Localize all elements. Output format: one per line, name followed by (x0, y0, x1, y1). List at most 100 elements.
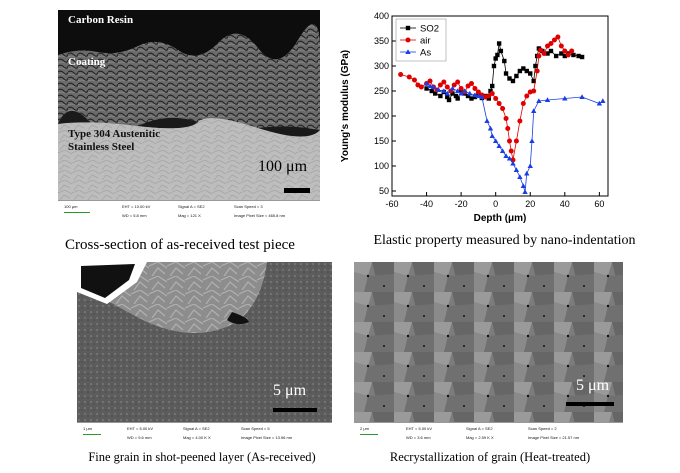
data-point (533, 63, 538, 69)
data-point (513, 167, 520, 172)
data-point (499, 148, 506, 153)
y-tick-label: 50 (379, 186, 389, 196)
databar-scan: Scan Speed = 3 (234, 204, 263, 209)
data-point (451, 82, 457, 88)
legend-marker (405, 25, 411, 31)
databar-scale-line (64, 212, 90, 213)
data-point (424, 86, 429, 91)
data-point (486, 93, 492, 99)
data-point (553, 53, 559, 59)
data-point (489, 91, 495, 96)
data-point (521, 66, 526, 71)
chart-caption: Elastic property measured by nano-indent… (373, 233, 636, 248)
data-point (513, 138, 519, 144)
data-point (531, 78, 536, 84)
scale-bar (284, 188, 310, 193)
data-point (411, 77, 417, 83)
sem-databar: 1 μm EHT = 5.00 kV WD = 9.6 mm Signal A … (77, 422, 332, 445)
data-point (571, 52, 576, 58)
databar-scale-line (360, 434, 378, 435)
data-point (453, 93, 459, 99)
data-point (576, 53, 581, 59)
data-point (418, 84, 424, 90)
data-point (510, 78, 516, 84)
databar-eht: EHT = 5.00 kV (127, 426, 154, 431)
data-point (406, 74, 412, 80)
data-point (472, 92, 478, 97)
y-tick-label: 150 (374, 136, 389, 146)
data-point (446, 97, 452, 103)
data-point (475, 93, 482, 98)
sem-databar: 2 μm EHT = 5.00 kV WD = 3.6 mm Signal A … (354, 422, 623, 445)
data-point (548, 41, 554, 46)
data-point (461, 88, 468, 93)
data-point (435, 87, 442, 92)
data-point (520, 101, 526, 106)
data-point (498, 48, 504, 54)
data-point (503, 71, 509, 76)
cross-section-caption: Cross-section of as-received test piece (65, 237, 295, 253)
databar-scan: Scan Speed = 2 (528, 426, 557, 431)
carbon-resin-label: Carbon Resin (68, 14, 134, 26)
series-line (426, 83, 604, 193)
x-axis-label: Depth (μm) (474, 213, 527, 224)
y-tick-label: 250 (374, 86, 389, 96)
x-tick-label: -60 (385, 199, 398, 209)
data-point (437, 82, 443, 88)
data-point (472, 86, 478, 91)
y-tick-label: 100 (374, 161, 389, 171)
x-tick-label: -20 (455, 199, 468, 209)
data-point (487, 125, 494, 131)
data-point (579, 54, 585, 60)
data-point (503, 116, 509, 121)
data-point (559, 51, 564, 56)
data-point (507, 76, 512, 81)
data-point (541, 51, 547, 56)
y-tick-label: 400 (374, 11, 389, 21)
data-point (455, 79, 461, 85)
steel-label-line2: Stainless Steel (68, 141, 135, 153)
data-point (489, 133, 495, 138)
data-point (465, 83, 471, 89)
x-tick-label: 60 (594, 199, 604, 209)
steel-label-line1: Type 304 Austenitic (68, 128, 161, 140)
databar-eht: EHT = 10.00 kV (122, 204, 151, 209)
data-point (496, 41, 502, 46)
data-point (524, 170, 530, 176)
cross-section-micrograph: Carbon Resin Coating Type 304 Austenitic… (58, 10, 320, 223)
y-tick-label: 350 (374, 36, 389, 46)
scale-bar (566, 402, 614, 406)
data-point (455, 96, 460, 101)
data-point (528, 71, 533, 76)
data-point (517, 174, 523, 179)
data-point (520, 183, 527, 188)
data-point (475, 89, 481, 95)
data-point (536, 98, 542, 103)
data-point (596, 100, 603, 106)
data-point (555, 34, 561, 40)
data-point (565, 52, 571, 58)
data-point (562, 95, 568, 101)
data-point (496, 101, 502, 106)
data-point (479, 94, 485, 99)
data-point (524, 68, 529, 74)
data-point (508, 148, 514, 154)
databar-eht: EHT = 5.00 kV (406, 426, 433, 431)
data-point (488, 88, 493, 94)
databar-mag: Mag = 2.59 K X (466, 435, 494, 440)
shot-peened-image (77, 262, 332, 445)
data-point (502, 58, 507, 64)
x-tick-label: 20 (525, 199, 535, 209)
data-point (538, 47, 544, 53)
scale-bar-label: 100 μm (258, 158, 308, 175)
data-point (551, 37, 557, 43)
data-point (505, 126, 511, 131)
data-point (445, 94, 450, 100)
data-point (529, 138, 535, 143)
legend-entry: SO2 (420, 24, 439, 35)
data-point (510, 160, 516, 166)
data-point (468, 81, 474, 86)
data-point (444, 84, 450, 90)
data-point (495, 52, 500, 58)
data-point (500, 106, 506, 111)
